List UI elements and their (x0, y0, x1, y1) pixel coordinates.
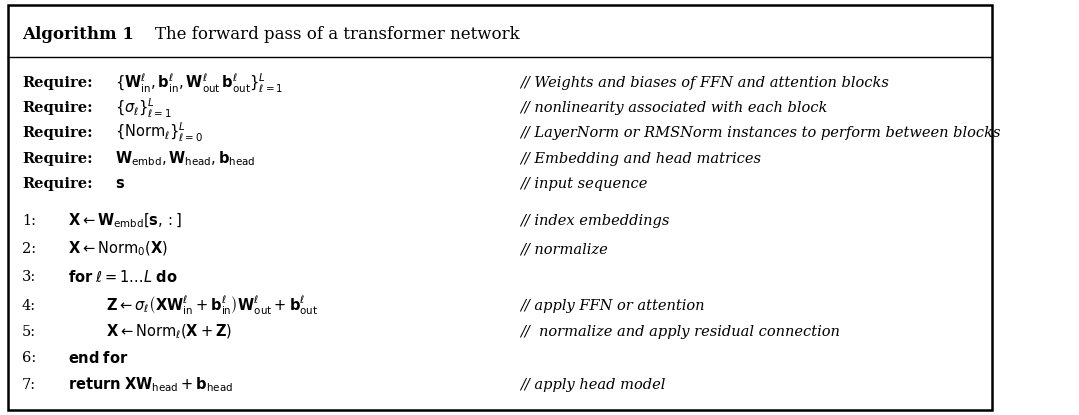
Text: $\mathbf{X} \leftarrow \mathbf{W}_{\mathrm{embd}}[\mathbf{s},:]$: $\mathbf{X} \leftarrow \mathbf{W}_{\math… (68, 212, 182, 230)
Text: // input sequence: // input sequence (520, 177, 647, 191)
Text: $\mathbf{W}_{\mathrm{embd}}, \mathbf{W}_{\mathrm{head}}, \mathbf{b}_{\mathrm{hea: $\mathbf{W}_{\mathrm{embd}}, \mathbf{W}_… (115, 149, 256, 168)
Text: $\mathbf{X} \leftarrow \mathrm{Norm}_\ell(\mathbf{X} + \mathbf{Z})$: $\mathbf{X} \leftarrow \mathrm{Norm}_\el… (106, 323, 232, 341)
Text: // apply FFN or attention: // apply FFN or attention (520, 299, 705, 313)
Text: // LayerNorm or RMSNorm instances to perform between blocks: // LayerNorm or RMSNorm instances to per… (520, 126, 1000, 140)
Text: 2:: 2: (22, 242, 36, 256)
Text: $\{\mathbf{W}^\ell_{\mathrm{in}}, \mathbf{b}^\ell_{\mathrm{in}}, \mathbf{W}^\ell: $\{\mathbf{W}^\ell_{\mathrm{in}}, \mathb… (115, 71, 284, 95)
Text: 7:: 7: (22, 378, 36, 392)
Text: $\{\mathrm{Norm}_\ell\}^L_{\ell=0}$: $\{\mathrm{Norm}_\ell\}^L_{\ell=0}$ (115, 121, 203, 144)
Text: Require:: Require: (22, 101, 93, 115)
Text: 5:: 5: (22, 325, 36, 339)
Text: Require:: Require: (22, 151, 93, 166)
Text: 3:: 3: (22, 270, 37, 284)
Text: Algorithm 1: Algorithm 1 (22, 27, 134, 43)
Text: $\mathbf{Z} \leftarrow \sigma_\ell\left(\mathbf{X}\mathbf{W}^\ell_{\mathrm{in}} : $\mathbf{Z} \leftarrow \sigma_\ell\left(… (106, 295, 318, 317)
Text: // Embedding and head matrices: // Embedding and head matrices (520, 151, 761, 166)
Text: Require:: Require: (22, 76, 93, 90)
Text: // nonlinearity associated with each block: // nonlinearity associated with each blo… (520, 101, 828, 115)
Text: Require:: Require: (22, 126, 93, 140)
Text: // normalize: // normalize (520, 242, 607, 256)
Text: // apply head model: // apply head model (520, 378, 666, 392)
Text: The forward pass of a transformer network: The forward pass of a transformer networ… (155, 27, 520, 43)
Text: $\mathbf{X} \leftarrow \mathrm{Norm}_0(\mathbf{X})$: $\mathbf{X} \leftarrow \mathrm{Norm}_0(\… (68, 240, 168, 258)
Text: $\mathbf{for}\; \ell = 1 \ldots L \;\mathbf{do}$: $\mathbf{for}\; \ell = 1 \ldots L \;\mat… (68, 269, 177, 285)
Text: Require:: Require: (22, 177, 93, 191)
Text: // Weights and biases of FFN and attention blocks: // Weights and biases of FFN and attenti… (520, 76, 889, 90)
FancyBboxPatch shape (8, 5, 992, 410)
Text: $\mathbf{end\;for}$: $\mathbf{end\;for}$ (68, 350, 128, 366)
Text: 1:: 1: (22, 214, 36, 228)
Text: $\{\sigma_\ell\}^L_{\ell=1}$: $\{\sigma_\ell\}^L_{\ell=1}$ (115, 96, 172, 120)
Text: $\mathbf{s}$: $\mathbf{s}$ (115, 177, 125, 191)
Text: // index embeddings: // index embeddings (520, 214, 669, 228)
Text: //  normalize and apply residual connection: // normalize and apply residual connecti… (520, 325, 839, 339)
Text: $\mathbf{return}\; \mathbf{X}\mathbf{W}_{\mathrm{head}} + \mathbf{b}_{\mathrm{he: $\mathbf{return}\; \mathbf{X}\mathbf{W}_… (68, 376, 233, 395)
Text: 6:: 6: (22, 351, 37, 365)
Text: 4:: 4: (22, 299, 36, 313)
